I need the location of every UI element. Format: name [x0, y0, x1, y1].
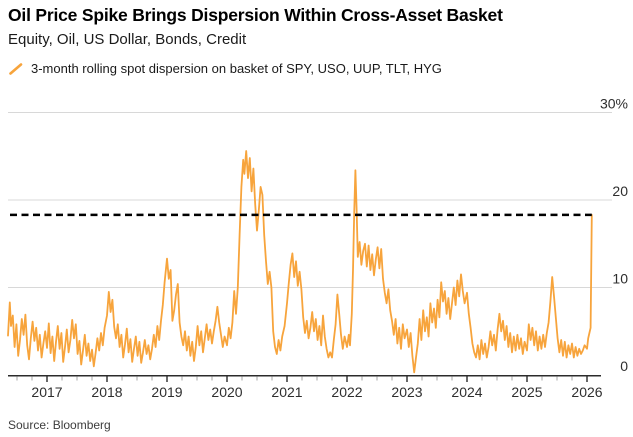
y-axis-label-30: 30% [600, 96, 628, 112]
x-axis-label-2022: 2022 [331, 384, 362, 400]
x-axis-label-2025: 2025 [511, 384, 542, 400]
chart-title: Oil Price Spike Brings Dispersion Within… [8, 5, 503, 25]
x-axis-label-2018: 2018 [91, 384, 122, 400]
x-axis-label-2026: 2026 [571, 384, 602, 400]
y-axis-label-0: 0 [620, 358, 628, 374]
legend-label: 3-month rolling spot dispersion on baske… [31, 61, 442, 76]
chart-subtitle: Equity, Oil, US Dollar, Bonds, Credit [8, 31, 247, 48]
dispersion-line [7, 150, 593, 374]
source-credit: Source: Bloomberg [8, 418, 111, 432]
x-axis-label-2021: 2021 [271, 384, 302, 400]
x-axis-label-2023: 2023 [391, 384, 422, 400]
legend: 3-month rolling spot dispersion on baske… [8, 61, 442, 76]
x-axis-label-2019: 2019 [151, 384, 182, 400]
x-axis-label-2017: 2017 [31, 384, 62, 400]
y-axis-label-10: 10 [612, 271, 628, 287]
legend-slash-icon [9, 62, 23, 75]
x-axis-label-2020: 2020 [211, 384, 242, 400]
x-axis-label-2024: 2024 [451, 384, 482, 400]
y-axis-label-20: 20 [612, 183, 628, 199]
